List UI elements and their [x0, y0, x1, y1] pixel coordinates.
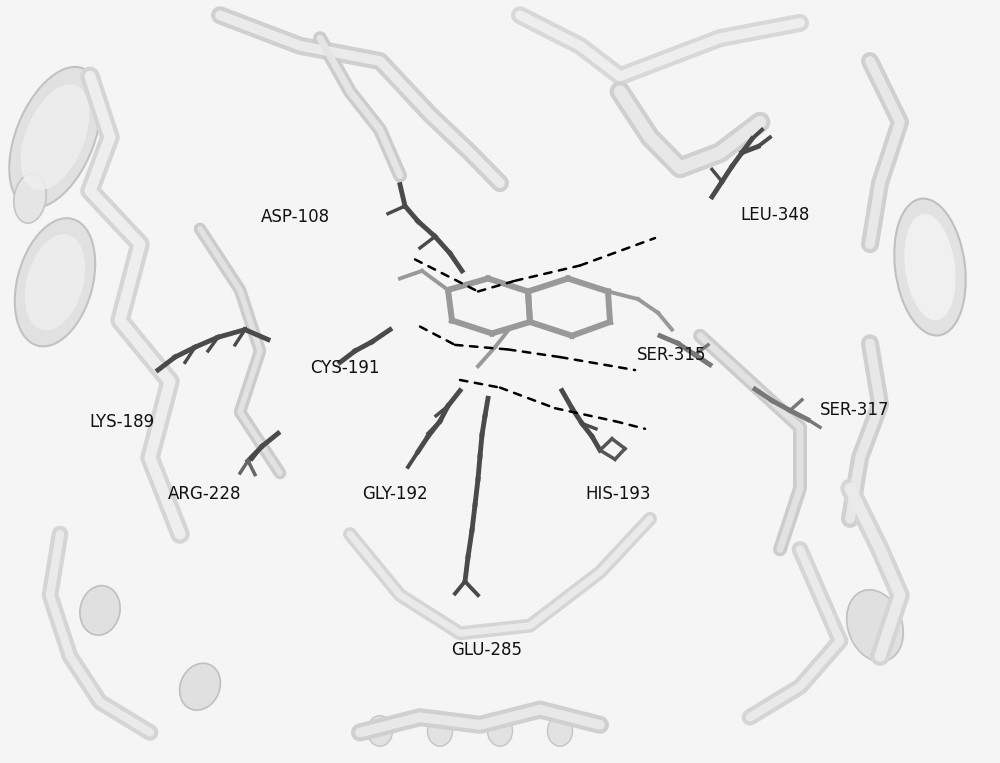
Ellipse shape	[488, 716, 512, 746]
Ellipse shape	[15, 218, 95, 346]
Text: SER-317: SER-317	[820, 401, 890, 420]
Text: ASP-108: ASP-108	[260, 208, 330, 227]
Ellipse shape	[180, 663, 220, 710]
Text: LYS-189: LYS-189	[89, 413, 155, 431]
Ellipse shape	[847, 590, 903, 662]
Ellipse shape	[14, 174, 46, 223]
Text: GLY-192: GLY-192	[362, 485, 428, 504]
Ellipse shape	[548, 716, 572, 746]
Text: HIS-193: HIS-193	[585, 485, 651, 504]
Ellipse shape	[894, 198, 966, 336]
Text: GLU-285: GLU-285	[452, 641, 522, 659]
Text: ARG-228: ARG-228	[168, 485, 242, 504]
Ellipse shape	[80, 586, 120, 635]
Ellipse shape	[21, 85, 89, 190]
Text: SER-315: SER-315	[637, 346, 707, 364]
Text: LEU-348: LEU-348	[740, 206, 810, 224]
Ellipse shape	[368, 716, 392, 746]
Ellipse shape	[25, 234, 85, 330]
Ellipse shape	[904, 214, 956, 320]
Text: CYS-191: CYS-191	[310, 359, 380, 377]
Ellipse shape	[9, 67, 101, 208]
Ellipse shape	[428, 716, 452, 746]
